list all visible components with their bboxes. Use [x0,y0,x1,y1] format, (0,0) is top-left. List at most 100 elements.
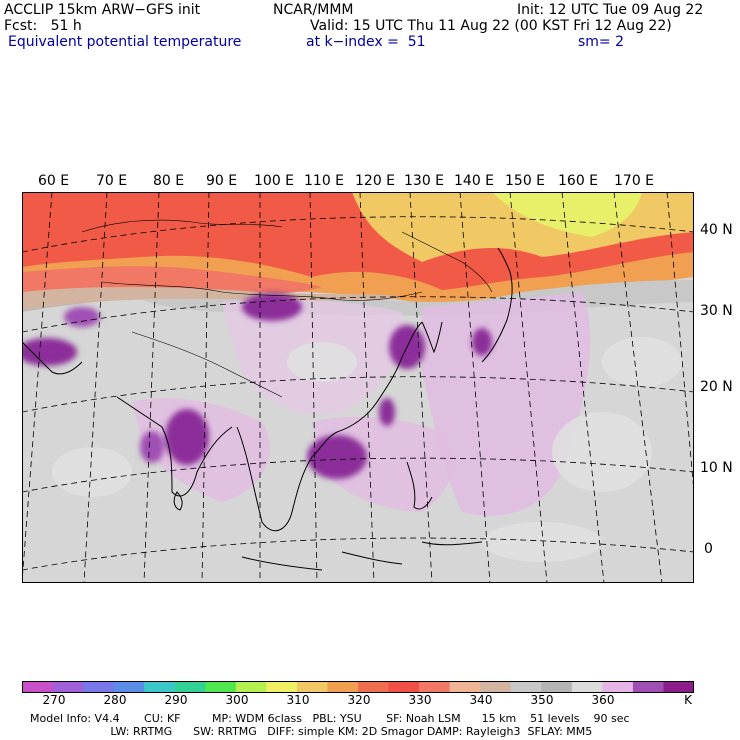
colorbar-swatch [541,681,573,693]
purple-patch-taiwan [379,398,395,426]
coastline-arabia [22,341,83,375]
meridian-line [459,192,491,583]
model-info-line1: Model Info: V4.4 CU: KF MP: WDM 6class P… [30,712,630,725]
purple-patch-tibet [242,293,302,321]
level-label: at k−index = 51 [306,34,426,50]
coastline-indonesia [241,541,483,571]
init-time: Init: 12 UTC Tue 09 Aug 22 [517,2,704,18]
colorbar-swatch [83,681,115,693]
lon-label-120e: 120 E [355,173,396,189]
colorbar-swatch [205,681,237,693]
purple-patch-arabia [22,338,77,366]
theta-e-map [22,192,694,583]
colorbar-swatch [296,681,328,693]
colorbar-label-270: 270 [42,693,66,707]
purple-patch-bay [140,431,164,463]
lat-label-10n: 10 N [700,460,733,476]
valid-time: Valid: 15 UTC Thu 11 Aug 22 (00 KST Fri … [310,18,672,34]
purple-patch-tibet-west [64,307,100,327]
colorbar-label-360: 360 [591,693,615,707]
purple-patch-south-china-sea [307,435,367,479]
colorbar-label-290: 290 [164,693,188,707]
gray-blotch [552,412,652,492]
coastline-india [116,396,233,497]
lon-label-100e: 100 E [254,173,295,189]
coastline-japan [481,247,513,363]
purple-patch-india [165,409,209,465]
colorbar-frame [22,681,694,693]
smoothing-label: sm= 2 [578,34,625,50]
meridian-line [561,192,605,583]
border-line [131,331,283,398]
colorbar-swatch [113,681,145,693]
colorbar-swatch [510,681,542,693]
colorbar-label-340: 340 [469,693,493,707]
colorbar-swatch [571,681,603,693]
gray-blotch [52,447,132,497]
colorbar-swatch [235,681,267,693]
meridian-line [143,192,160,583]
meridian-line [22,192,53,583]
meridian-line [409,192,433,583]
colorbar-label-350: 350 [530,693,554,707]
meridian-line [309,192,318,583]
colorbar-swatch [602,681,634,693]
coastline-indochina [236,426,338,532]
colorbar-unit: K [684,693,692,707]
tan-band [22,287,402,310]
colorbar-label-300: 300 [225,693,249,707]
colorbar-swatch [52,681,84,693]
lon-label-160e: 160 E [558,173,599,189]
colorbar-label-330: 330 [408,693,432,707]
lilac-region-east [422,292,591,516]
colorbar-swatch [174,681,206,693]
model-info-line2: LW: RRTMG SW: RRTMG DIFF: simple KM: 2D … [30,725,593,738]
lon-label-150e: 150 E [505,173,546,189]
gray-blotch [602,337,682,387]
lon-label-110e: 110 E [304,173,345,189]
meridian-line [509,192,548,583]
colorbar-swatch [449,681,481,693]
border-line [401,231,493,293]
coastline-china [336,321,423,433]
model-title: ACCLIP 15km ARW−GFS init [4,2,201,18]
colorbar-swatch [388,681,420,693]
colorbar-swatch [327,681,359,693]
colorbar-swatch [480,681,512,693]
coastline-korea [421,321,443,354]
colorbar-swatch [632,681,664,693]
forecast-hour: Fcst: 51 h [4,18,82,34]
colorbar-swatch [419,681,451,693]
border-line [101,281,423,301]
lon-label-80e: 80 E [153,173,185,189]
lon-label-60e: 60 E [38,173,70,189]
lon-label-140e: 140 E [454,173,495,189]
colorbar-swatch [663,681,694,693]
field-name: Equivalent potential temperature [8,34,242,50]
colorbar-label-320: 320 [347,693,371,707]
meridian-line [201,192,210,583]
lat-label-0: 0 [704,541,713,557]
colorbar-swatch [266,681,298,693]
lon-label-90e: 90 E [206,173,238,189]
colorbar-swatch [358,681,390,693]
meridian-line [83,192,108,583]
meridian-line [359,192,375,583]
colorbar-label-280: 280 [103,693,127,707]
colorbar [22,681,694,693]
gray-blotch [482,522,602,562]
lon-label-170e: 170 E [614,173,655,189]
lat-label-30n: 30 N [700,303,733,319]
lat-label-40n: 40 N [700,222,733,238]
colorbar-swatch [22,681,54,693]
map-frame [22,192,694,583]
center-name: NCAR/MMM [273,2,354,18]
border-line [81,219,283,233]
gray-blotch [287,342,357,382]
coastline-sri-lanka [173,491,183,511]
colorbar-swatch [144,681,176,693]
colorbar-label-310: 310 [286,693,310,707]
meridian-line [666,192,694,493]
lon-label-130e: 130 E [404,173,445,189]
lon-label-70e: 70 E [96,173,128,189]
